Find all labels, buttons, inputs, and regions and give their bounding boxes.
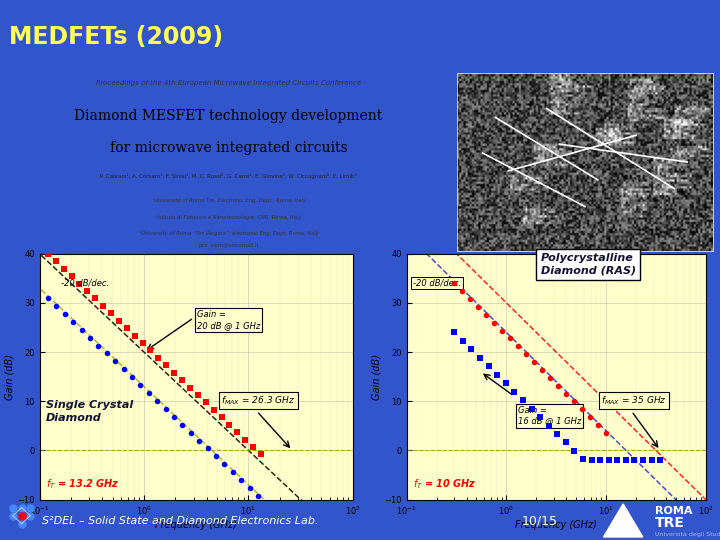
Text: -20 dB/dec.: -20 dB/dec. xyxy=(61,279,109,288)
Polygon shape xyxy=(603,504,643,537)
Text: 10/15: 10/15 xyxy=(522,514,558,527)
Text: pcn_vism@uniroma3.it: pcn_vism@uniroma3.it xyxy=(198,242,259,247)
Text: -20 dB/dec.: -20 dB/dec. xyxy=(413,279,461,288)
Text: Gain =
20 dB @ 1 GHz: Gain = 20 dB @ 1 GHz xyxy=(197,310,260,330)
Text: TRE: TRE xyxy=(654,516,685,530)
Text: for microwave integrated circuits: for microwave integrated circuits xyxy=(109,140,348,154)
Text: ¹University of Roma Tre, Electronic Eng. Dept., Roma, Italy: ¹University of Roma Tre, Electronic Eng.… xyxy=(152,198,305,202)
Text: Proceedings of the 4th European Microwave Integrated Circuits Conference: Proceedings of the 4th European Microwav… xyxy=(96,80,361,86)
Text: Polycrystalline
Diamond (RAS): Polycrystalline Diamond (RAS) xyxy=(541,253,636,275)
Text: ROMA: ROMA xyxy=(654,506,692,516)
X-axis label: Frequency (GHz): Frequency (GHz) xyxy=(516,519,597,530)
Text: Single Crystal
Diamond: Single Crystal Diamond xyxy=(46,401,133,423)
Text: Gain =
16 dB @ 1 GHz: Gain = 16 dB @ 1 GHz xyxy=(518,406,581,426)
Text: ²Istituto di Fotonica e Nanotecnologie, CNR, Roma, Italy: ²Istituto di Fotonica e Nanotecnologie, … xyxy=(156,215,302,220)
Text: Diamond MESFET technology development: Diamond MESFET technology development xyxy=(74,109,383,123)
Text: $f_T$ = 13.2 GHz: $f_T$ = 13.2 GHz xyxy=(46,477,120,491)
Text: P. Calvani¹, A. Corsaro¹, F. Sinisi¹, M. C. Rossi², G. Carre², E. Giovine², W. C: P. Calvani¹, A. Corsaro¹, F. Sinisi¹, M.… xyxy=(100,173,357,179)
Text: $f_{MAX}$ = 35 GHz: $f_{MAX}$ = 35 GHz xyxy=(601,395,667,407)
Y-axis label: Gain (dB): Gain (dB) xyxy=(372,354,382,400)
Text: Università degli Studi: Università degli Studi xyxy=(654,531,720,537)
X-axis label: Frequency (GHz): Frequency (GHz) xyxy=(156,519,237,530)
Y-axis label: Gain (dB): Gain (dB) xyxy=(4,354,14,400)
Text: S²DEL – Solid State and Diamond Electronics Lab.: S²DEL – Solid State and Diamond Electron… xyxy=(42,516,318,525)
Text: $f_{MAX}$ = 26.3 GHz: $f_{MAX}$ = 26.3 GHz xyxy=(221,395,296,407)
Text: $f_T$ = 10 GHz: $f_T$ = 10 GHz xyxy=(413,477,477,491)
Text: ³University of Roma “Tor Vergata”, electronic Eng. Dept, Roma, Italy: ³University of Roma “Tor Vergata”, elect… xyxy=(139,232,318,237)
Text: MEDFETs (2009): MEDFETs (2009) xyxy=(9,24,222,49)
